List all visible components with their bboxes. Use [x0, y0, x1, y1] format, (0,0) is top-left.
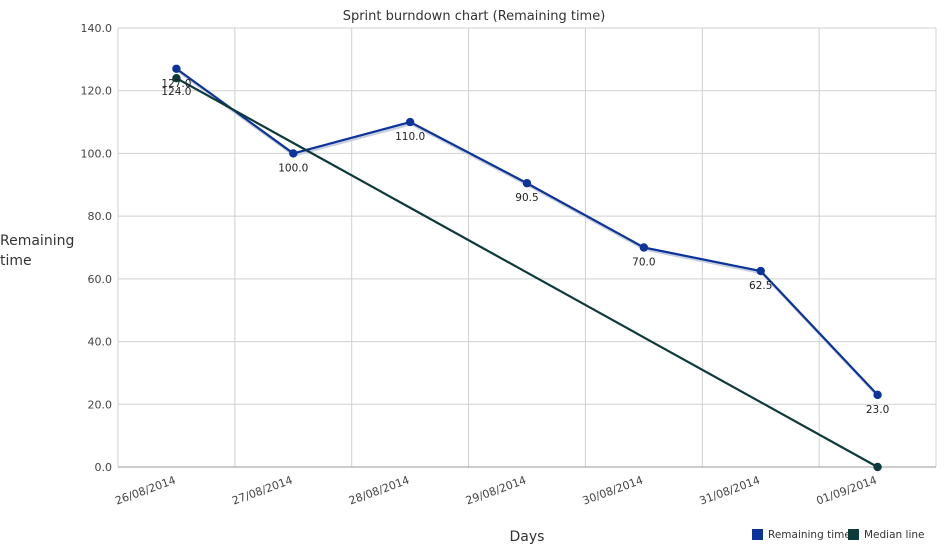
legend-swatch-median-line [848, 529, 859, 540]
x-axis-title: Days [510, 529, 545, 544]
legend-swatch-remaining-time [752, 529, 763, 540]
x-tick-label: 31/08/2014 [698, 474, 762, 508]
x-tick-label: 30/08/2014 [581, 474, 645, 508]
data-label: 127.0 [161, 78, 191, 90]
y-tick-label: 140.0 [81, 22, 113, 35]
data-label: 110.0 [395, 131, 425, 143]
x-tick-label: 27/08/2014 [230, 474, 294, 508]
series-points [172, 64, 882, 472]
series-line-shadow [176, 69, 880, 398]
x-axis-ticks: 26/08/2014 27/08/2014 28/08/2014 29/08/2014… [113, 474, 878, 508]
data-label: 23.0 [866, 404, 889, 416]
data-point [639, 243, 649, 252]
series-line-remaining-time [175, 67, 879, 396]
data-label: 90.5 [515, 192, 538, 204]
y-tick-label: 0.0 [95, 461, 113, 474]
data-point [172, 73, 181, 83]
y-axis-title-line-2: time [0, 253, 32, 269]
y-tick-label: 100.0 [81, 147, 113, 160]
data-point [522, 179, 532, 188]
data-point [873, 462, 882, 472]
data-point [405, 117, 415, 127]
data-point [756, 266, 765, 276]
data-label: 124.0 [161, 86, 191, 98]
data-label: 100.0 [278, 162, 308, 174]
y-axis-title-line-1: Remaining [0, 233, 74, 249]
data-point [873, 390, 882, 400]
y-tick-label: 40.0 [88, 336, 113, 349]
legend-label-median-line: Median line [864, 529, 924, 541]
legend: Remaining time Median line [752, 529, 924, 541]
x-tick-label: 28/08/2014 [347, 474, 411, 508]
x-tick-label: 26/08/2014 [113, 474, 177, 508]
series-line-median-line [175, 77, 879, 468]
y-tick-label: 60.0 [88, 273, 113, 286]
y-tick-label: 120.0 [81, 85, 113, 98]
y-tick-label: 20.0 [88, 398, 113, 411]
x-tick-label: 29/08/2014 [464, 474, 528, 508]
x-tick-label: 01/09/2014 [815, 474, 879, 508]
data-labels: 127.0 100.0 110.0 90.5 70.0 62.5 23.0 124.0 [161, 78, 889, 416]
data-label: 70.0 [632, 257, 655, 269]
y-axis-ticks: 0.0 20.0 40.0 60.0 80.0 100.0 120.0 140.0 [81, 22, 113, 474]
chart-title: Sprint burndown chart (Remaining time) [343, 9, 606, 24]
data-point [289, 149, 298, 158]
y-tick-label: 80.0 [88, 210, 113, 223]
grid [117, 27, 937, 468]
data-label: 62.5 [749, 280, 772, 292]
legend-label-remaining-time: Remaining time [768, 529, 851, 541]
data-point [172, 64, 181, 73]
series-lines [175, 67, 880, 468]
